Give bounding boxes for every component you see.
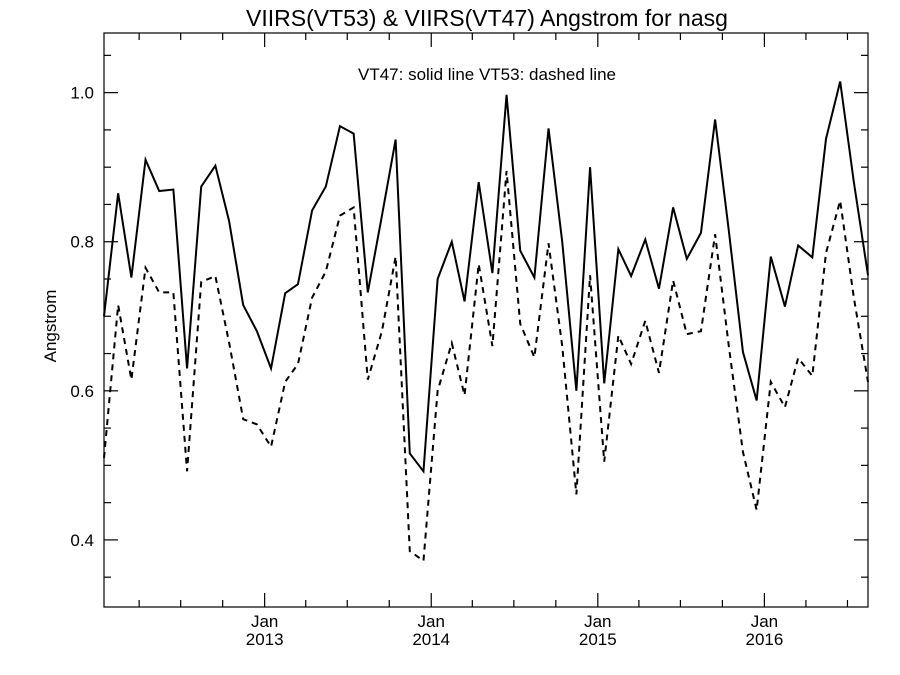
plot-frame [103,32,869,608]
x-tick-label-month: Jan [251,612,278,631]
legend-annotation: VT47: solid line VT53: dashed line [358,65,616,84]
x-tick-label-month: Jan [418,612,445,631]
series-layer [103,81,869,563]
x-tick-label-year: 2013 [246,630,284,649]
x-tick-label-month: Jan [584,612,611,631]
x-tick-label-month: Jan [751,612,778,631]
chart-title: VIIRS(VT53) & VIIRS(VT47) Angstrom for n… [246,5,728,31]
y-tick-label: 0.6 [70,382,94,401]
x-tick-label-year: 2014 [412,630,450,649]
x-tick-label-year: 2015 [579,630,617,649]
series-line-vt47 [103,81,869,475]
x-tick-label-year: 2016 [745,630,783,649]
y-tick-label: 0.4 [70,531,94,550]
y-tick-label: 1.0 [70,84,94,103]
series-line-vt53 [103,170,869,563]
y-tick-label: 0.8 [70,233,94,252]
y-axis-label: Angstrom [41,290,60,363]
